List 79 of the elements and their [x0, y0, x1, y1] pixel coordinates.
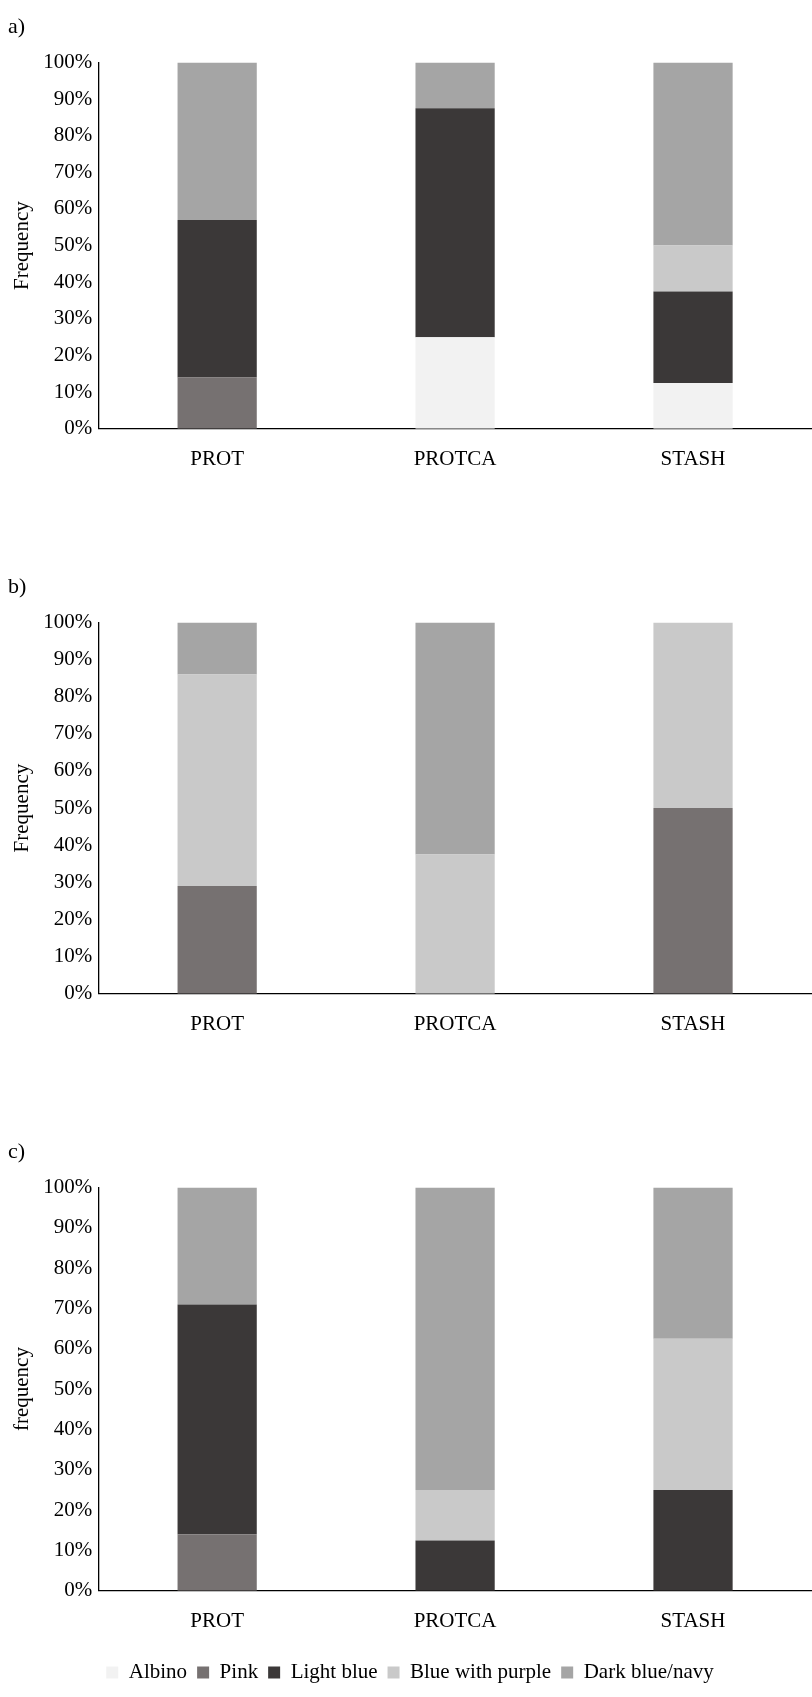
y-tick-label: 80% — [53, 683, 93, 708]
x-tick-label: PROT — [190, 1607, 245, 1632]
bar — [415, 1540, 495, 1591]
x-tick-label: PROTCA — [413, 1607, 498, 1632]
bar — [415, 108, 495, 338]
y-tick-label: 0% — [64, 1577, 93, 1602]
bar — [653, 62, 733, 246]
bar — [177, 219, 257, 378]
bar — [653, 245, 733, 292]
y-tick-label: 40% — [53, 1415, 93, 1440]
y-tick-label: 0% — [64, 415, 93, 440]
x-tick-label: STASH — [660, 1607, 726, 1632]
bar — [653, 808, 733, 994]
y-tick-label: 60% — [53, 1335, 93, 1360]
x-tick-label: PROTCA — [413, 1010, 498, 1035]
bar — [653, 291, 733, 383]
y-tick-label: 20% — [53, 342, 93, 367]
bar — [177, 1304, 257, 1535]
y-tick-label: 90% — [53, 646, 93, 671]
chart-title: c) — [8, 1137, 26, 1163]
x-tick-label: STASH — [660, 1010, 726, 1035]
chart-title: a) — [8, 12, 26, 38]
bar — [177, 1187, 257, 1305]
y-tick-label: 60% — [53, 195, 93, 220]
y-tick-label: 70% — [53, 1294, 93, 1319]
y-tick-label: 30% — [53, 868, 93, 893]
y-tick-label: 90% — [53, 1214, 93, 1239]
bar — [415, 1187, 495, 1490]
bar — [653, 622, 733, 809]
y-tick-label: 10% — [53, 943, 93, 968]
y-tick-label: 60% — [53, 757, 93, 782]
bar — [415, 622, 495, 855]
bar — [177, 62, 257, 220]
y-tick-label: 40% — [53, 268, 93, 293]
y-tick-label: 80% — [53, 122, 93, 147]
legend-label: Dark blue/navy — [583, 1659, 715, 1684]
bar — [415, 1489, 495, 1541]
y-tick-label: 10% — [53, 378, 93, 403]
y-tick-label: 20% — [53, 906, 93, 931]
y-tick-label: 40% — [53, 831, 93, 856]
y-tick-label: 70% — [53, 720, 93, 745]
legend-label: Blue with purple — [410, 1659, 552, 1684]
x-tick-label: PROT — [190, 1010, 245, 1035]
bar — [177, 622, 257, 675]
x-tick-label: STASH — [660, 445, 726, 470]
y-tick-label: 90% — [53, 85, 93, 110]
y-tick-label: 100% — [43, 48, 93, 73]
y-axis-title: frequency — [9, 1346, 34, 1432]
bar — [653, 1338, 733, 1490]
y-tick-label: 30% — [53, 305, 93, 330]
y-tick-label: 100% — [43, 1173, 93, 1198]
x-tick-label: PROT — [190, 445, 245, 470]
y-tick-label: 50% — [53, 1375, 93, 1400]
legend-label: Albino — [128, 1659, 188, 1684]
y-axis-title: Frequency — [9, 200, 34, 290]
y-tick-label: 50% — [53, 794, 93, 819]
bar — [653, 1187, 733, 1339]
bar — [177, 886, 257, 994]
y-tick-label: 30% — [53, 1456, 93, 1481]
bar — [415, 62, 495, 109]
bar — [177, 674, 257, 887]
legend-label: Light blue — [290, 1659, 378, 1684]
chart-title: b) — [8, 572, 27, 598]
y-tick-label: 80% — [53, 1254, 93, 1279]
bar — [177, 1534, 257, 1591]
legend-label: Pink — [219, 1659, 259, 1684]
y-axis-title: Frequency — [9, 763, 34, 853]
x-tick-label: PROTCA — [413, 445, 498, 470]
bar — [653, 383, 733, 429]
bar — [415, 337, 495, 429]
y-tick-label: 10% — [53, 1536, 93, 1561]
y-tick-label: 20% — [53, 1496, 93, 1521]
y-tick-label: 100% — [43, 608, 93, 633]
bar — [415, 854, 495, 994]
y-tick-label: 70% — [53, 158, 93, 183]
bar — [653, 1489, 733, 1591]
y-tick-label: 0% — [64, 980, 93, 1005]
y-tick-label: 50% — [53, 232, 93, 257]
bar — [177, 377, 257, 429]
